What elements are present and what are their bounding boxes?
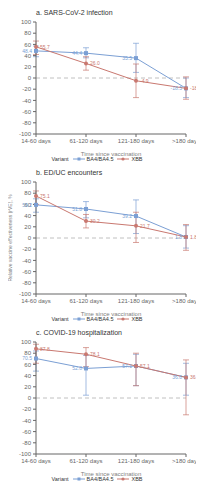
html-text:a. SARS-CoV-2 infection: a. SARS-CoV-2 infection [36, 9, 113, 16]
svg-text:26.0: 26.0 [90, 60, 100, 66]
svg-text:57.1: 57.1 [140, 363, 150, 369]
svg-text:100: 100 [21, 339, 32, 345]
svg-text:-4.9: -4.9 [140, 78, 149, 84]
svg-text:75.1: 75.1 [40, 193, 50, 199]
svg-text:20: 20 [24, 224, 31, 230]
svg-text:1.8: 1.8 [190, 234, 196, 240]
svg-text:-18.5: -18.5 [190, 85, 196, 91]
html-text:BA4/BA4.5: BA4/BA4.5 [86, 476, 114, 482]
svg-text:40: 40 [24, 213, 31, 219]
svg-text:-60: -60 [22, 269, 31, 275]
svg-text:14-60 days: 14-60 days [21, 458, 51, 464]
svg-text:80: 80 [24, 30, 31, 36]
svg-text:20: 20 [24, 64, 31, 70]
html-text:c. COVID-19 hospitalization: c. COVID-19 hospitalization [36, 329, 122, 336]
svg-text:39.2: 39.2 [122, 213, 132, 219]
svg-text:36.8: 36.8 [190, 374, 196, 380]
svg-text:-20: -20 [22, 246, 31, 252]
svg-text:35.5: 35.5 [122, 55, 132, 61]
svg-text:1.8: 1.8 [175, 234, 182, 240]
svg-text:100: 100 [21, 19, 32, 25]
svg-text:>180 days: >180 days [172, 458, 196, 464]
svg-text:61-120 days: 61-120 days [69, 458, 102, 464]
svg-text:-100: -100 [19, 291, 32, 297]
html-text:BA4/BA4.5: BA4/BA4.5 [86, 156, 114, 162]
svg-text:0: 0 [28, 235, 32, 241]
svg-text:-80: -80 [22, 440, 31, 446]
svg-text:55.7: 55.7 [40, 44, 50, 50]
svg-text:20: 20 [24, 384, 31, 390]
svg-text:30.2: 30.2 [90, 218, 100, 224]
svg-text:Time since vaccination: Time since vaccination [81, 311, 141, 317]
svg-text:57.1: 57.1 [122, 363, 132, 369]
svg-text:21.7: 21.7 [140, 223, 150, 229]
html-text:XBB: XBB [131, 156, 143, 162]
svg-text:-18.5: -18.5 [171, 85, 183, 91]
html-text:Variant: Variant [51, 316, 69, 322]
svg-text:Time since vaccination: Time since vaccination [81, 151, 141, 157]
svg-text:59.2: 59.2 [22, 202, 32, 208]
svg-text:52.8: 52.8 [72, 365, 82, 371]
svg-text:>180 days: >180 days [172, 298, 196, 304]
svg-text:51.8: 51.8 [72, 206, 82, 212]
svg-text:-100: -100 [19, 451, 32, 457]
svg-text:60: 60 [24, 362, 31, 368]
html-text:BA4/BA4.5: BA4/BA4.5 [86, 316, 114, 322]
html-text:b. ED/UC encounters: b. ED/UC encounters [36, 169, 103, 176]
svg-text:-40: -40 [22, 258, 31, 264]
svg-text:-80: -80 [22, 280, 31, 286]
svg-text:-20: -20 [22, 406, 31, 412]
svg-text:-80: -80 [22, 120, 31, 126]
html-text:XBB: XBB [131, 476, 143, 482]
svg-text:-40: -40 [22, 418, 31, 424]
html-text:Variant: Variant [51, 476, 69, 482]
svg-text:44.4: 44.4 [72, 50, 82, 56]
svg-text:36.8: 36.8 [172, 374, 182, 380]
svg-text:87.8: 87.8 [40, 346, 50, 352]
svg-text:61-120 days: 61-120 days [69, 138, 102, 144]
svg-text:14-60 days: 14-60 days [21, 298, 51, 304]
svg-text:121-180 days: 121-180 days [118, 138, 154, 144]
svg-text:40: 40 [24, 52, 31, 59]
svg-text:121-180 days: 121-180 days [118, 458, 154, 464]
svg-text:100: 100 [21, 179, 32, 185]
svg-text:0: 0 [28, 75, 32, 81]
svg-text:-60: -60 [22, 429, 31, 435]
svg-text:80: 80 [24, 350, 31, 357]
svg-text:61-120 days: 61-120 days [69, 298, 102, 304]
svg-text:Time since vaccination: Time since vaccination [81, 471, 141, 477]
svg-text:-40: -40 [22, 98, 31, 104]
svg-text:Relative vaccine effectiveness: Relative vaccine effectiveness (rVE), % [8, 194, 13, 282]
svg-text:-100: -100 [19, 131, 32, 137]
html-text:Variant: Variant [51, 156, 69, 162]
svg-text:0: 0 [28, 395, 32, 401]
svg-text:121-180 days: 121-180 days [118, 298, 154, 304]
svg-text:14-60 days: 14-60 days [21, 138, 51, 144]
svg-text:40: 40 [24, 373, 31, 379]
svg-text:48.4: 48.4 [22, 48, 32, 54]
svg-text:>180 days: >180 days [172, 138, 196, 144]
svg-text:-20: -20 [22, 86, 31, 92]
svg-text:60: 60 [24, 42, 31, 48]
svg-text:80: 80 [24, 190, 31, 196]
svg-text:78.1: 78.1 [90, 351, 100, 357]
svg-text:-60: -60 [22, 109, 31, 115]
html-text:XBB: XBB [131, 316, 143, 322]
svg-text:70.5: 70.5 [22, 355, 32, 361]
